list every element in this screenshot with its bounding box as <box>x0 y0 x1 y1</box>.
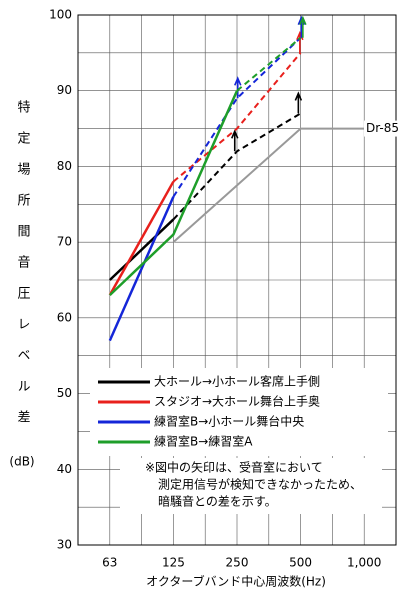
legend-label: 練習室B→小ホール舞台中央 <box>154 414 304 429</box>
legend-label: 大ホール→小ホール客席上手側 <box>154 374 320 389</box>
note-bg <box>120 458 382 514</box>
arrow <box>299 15 307 38</box>
y-tick-label: 80 <box>57 159 72 173</box>
series-line-dashed <box>172 36 302 198</box>
y-tick-label: 40 <box>57 462 72 476</box>
legend-label: 練習室B→練習室A <box>154 434 253 449</box>
arrow <box>231 129 239 152</box>
y-tick-label: 30 <box>57 538 72 552</box>
series-line <box>108 90 239 297</box>
series-line-dashed <box>172 112 302 221</box>
series-line <box>108 218 175 281</box>
y-axis-label: 特定場所間音圧レベル差 <box>15 100 31 441</box>
x-axis-label: オクターブバンド中心周波数(Hz) <box>146 574 326 589</box>
series-line-dashed <box>236 36 302 92</box>
y-tick-label: 90 <box>57 83 72 97</box>
x-tick-label: 63 <box>102 556 117 570</box>
x-tick-label: 1,000 <box>347 556 381 570</box>
x-tick-label: 125 <box>162 556 185 570</box>
x-tick-label: 250 <box>226 556 249 570</box>
series-line <box>108 180 175 296</box>
series-line <box>108 196 175 342</box>
x-tick-label: 500 <box>289 556 312 570</box>
note-line: ※図中の矢印は、受音室において <box>145 460 323 475</box>
note-line: 暗騒音との差を示す。 <box>158 494 277 509</box>
arrow <box>234 76 242 99</box>
series-line-dashed <box>172 52 302 183</box>
y-tick-label: 100 <box>49 8 72 22</box>
reference-label: Dr-85 <box>366 121 399 135</box>
note-line: 測定用信号が検知できなかったため、 <box>158 477 362 492</box>
legend-label: スタジオ→大ホール舞台上手奥 <box>154 394 320 409</box>
plot-frame <box>77 14 397 546</box>
y-axis-unit: (dB) <box>9 455 34 469</box>
reference-label-bg <box>364 120 398 137</box>
y-tick-label: 70 <box>57 235 72 249</box>
y-tick-label: 50 <box>57 386 72 400</box>
y-tick-label: 60 <box>57 310 72 324</box>
arrow <box>294 91 303 114</box>
